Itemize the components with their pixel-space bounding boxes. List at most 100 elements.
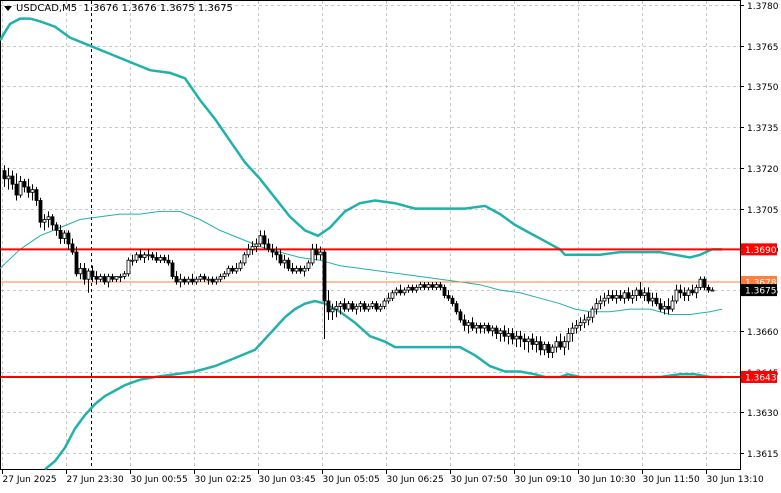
candle-body <box>378 305 383 310</box>
candle-body <box>390 292 395 299</box>
y-tick-label: 1.3705 <box>747 206 779 216</box>
x-tick-label: 30 Jun 03:45 <box>259 475 316 485</box>
candle-body <box>262 235 267 245</box>
candle-body <box>538 341 543 351</box>
x-tick-label: 30 Jun 13:10 <box>707 475 764 485</box>
candle-body <box>34 189 39 201</box>
candle-body <box>430 284 435 288</box>
candle-body <box>690 289 695 294</box>
candle-body <box>710 289 715 292</box>
candle-body <box>370 303 375 307</box>
candle-body <box>598 300 603 305</box>
candle-body <box>670 300 675 310</box>
candle-body <box>146 254 151 257</box>
candle-body <box>62 232 67 239</box>
candle-body <box>334 305 339 310</box>
candle-body <box>138 254 143 258</box>
candle-body <box>486 324 491 332</box>
candle-body <box>646 292 651 302</box>
candle-body <box>326 300 331 313</box>
candle-body <box>482 324 487 329</box>
candle-body <box>518 335 523 340</box>
candle-body <box>290 267 295 272</box>
candle-body <box>294 267 299 272</box>
candle-body <box>678 289 683 294</box>
x-tick-label: 30 Jun 11:50 <box>643 475 700 485</box>
candle-body <box>382 300 387 307</box>
candle-body <box>190 278 195 283</box>
candle-body <box>178 278 183 283</box>
candle-body <box>218 276 223 280</box>
x-tick-label: 30 Jun 06:25 <box>387 475 444 485</box>
price-tag-1.3643-bg <box>741 370 777 383</box>
dropdown-triangle-icon[interactable] <box>4 5 12 11</box>
current-price-tag-bg <box>741 284 777 297</box>
y-tick-label: 1.3720 <box>747 165 779 175</box>
candle-body <box>354 305 359 310</box>
price-tag-1.3643: 1.3643 <box>745 373 777 383</box>
candle-body <box>118 276 123 278</box>
y-tick-label: 1.3765 <box>747 43 779 53</box>
candle-body <box>238 262 243 269</box>
candle-body <box>530 338 535 345</box>
candle-body <box>234 267 239 272</box>
x-tick-label: 30 Jun 05:05 <box>323 475 380 485</box>
candle-body <box>522 338 527 343</box>
candle-body <box>306 262 311 269</box>
candle-body <box>246 248 251 256</box>
candle-body <box>130 259 135 262</box>
candle-body <box>110 276 115 280</box>
candle-body <box>342 303 347 310</box>
candle-body <box>358 303 363 307</box>
candle-body <box>558 341 563 348</box>
candle-body <box>374 303 379 310</box>
candle-body <box>578 322 583 326</box>
candle-body <box>346 303 351 310</box>
candle-body <box>42 219 47 223</box>
candle-body <box>502 330 507 337</box>
candle-body <box>458 311 463 321</box>
candle-body <box>610 295 615 299</box>
candle-body <box>230 267 235 272</box>
candle-body <box>674 289 679 302</box>
candle-body <box>386 297 391 302</box>
plot-frame <box>0 0 741 470</box>
candle-body <box>14 183 19 196</box>
candle-body <box>550 346 555 353</box>
candle-body <box>474 324 479 329</box>
candle-body <box>402 289 407 294</box>
candle-body <box>66 232 71 245</box>
candle-body <box>590 308 595 318</box>
candle-body <box>74 251 79 275</box>
candle-body <box>162 257 167 261</box>
candle-body <box>58 229 63 239</box>
candle-body <box>542 343 547 351</box>
candle-body <box>566 333 571 343</box>
candle-body <box>158 257 163 261</box>
candle-body <box>114 276 119 280</box>
price-tag-1.3678: 1.3678 <box>745 278 777 288</box>
candle-body <box>310 248 315 264</box>
candle-body <box>394 289 399 294</box>
x-tick-label: 30 Jun 09:10 <box>515 475 572 485</box>
candle-body <box>438 284 443 288</box>
candle-body <box>414 286 419 291</box>
candle-body <box>534 341 539 345</box>
candle-body <box>362 303 367 310</box>
candle-body <box>586 316 591 321</box>
candle-body <box>662 305 667 310</box>
candle-body <box>98 276 103 280</box>
y-tick-label: 1.3735 <box>747 124 779 134</box>
candle-body <box>526 338 531 343</box>
candle-body <box>398 289 403 294</box>
candle-body <box>602 297 607 302</box>
candle-body <box>174 276 179 283</box>
candle-body <box>506 333 511 337</box>
candle-body <box>350 303 355 310</box>
y-tick-label: 1.3660 <box>747 328 779 338</box>
current-price-tag: 1.3675 <box>745 287 777 297</box>
candle-body <box>26 186 31 193</box>
y-tick-label: 1.3615 <box>747 450 779 460</box>
